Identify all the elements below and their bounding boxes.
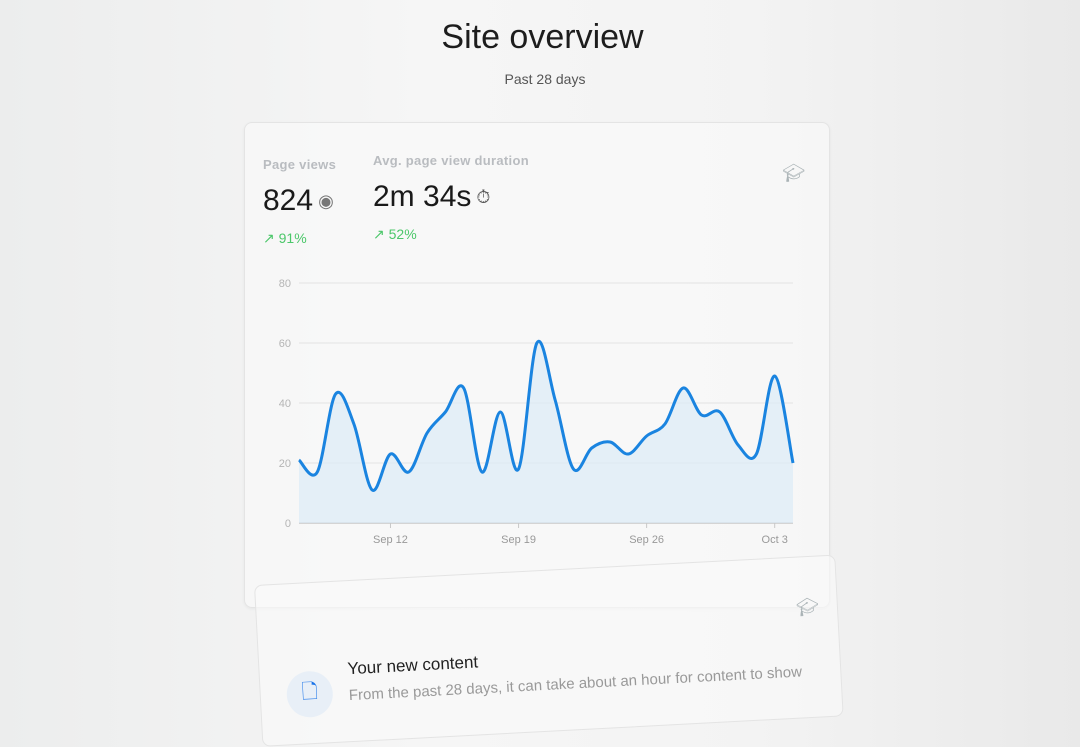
metric-label: Page views [263, 157, 336, 172]
series-area [299, 341, 793, 523]
metric-value: 2m 34s [373, 180, 471, 214]
y-tick-label: 40 [279, 398, 291, 410]
y-tick-label: 80 [279, 278, 291, 290]
document-icon: 🗋 [286, 670, 334, 718]
eye-icon: ◉ [318, 191, 334, 212]
y-tick-label: 60 [279, 338, 291, 350]
metric-page-views: Page views 824◉ ↗ 91% [263, 157, 336, 247]
metric-change: 91% [279, 230, 307, 246]
metric-avg-duration: Avg. page view duration 2m 34s⏱ ↗ 52% [373, 153, 529, 243]
stopwatch-icon: ⏱ [476, 187, 490, 208]
trend-up-icon: ↗ [263, 230, 279, 246]
x-tick-label: Sep 19 [501, 534, 536, 546]
page-subtitle: Past 28 days [0, 71, 1080, 87]
x-tick-label: Sep 12 [373, 534, 408, 546]
content-card-title: Your new content [347, 652, 479, 679]
metric-label: Avg. page view duration [373, 153, 529, 168]
graduation-cap-icon[interactable]: 🎓︎ [796, 596, 820, 618]
x-tick-label: Oct 3 [762, 534, 788, 546]
trend-up-icon: ↗ [373, 226, 389, 242]
metric-change: 52% [389, 226, 417, 242]
page-views-chart: 0 20 40 60 80 Sep 12 Sep 19 Sep 26 Oct 3 [245, 263, 829, 563]
graduation-cap-icon[interactable]: 🎓︎ [782, 163, 805, 184]
overview-card: Page views 824◉ ↗ 91% Avg. page view dur… [244, 122, 830, 608]
new-content-card: 🎓︎ 🗋 Your new content From the past 28 d… [254, 555, 844, 747]
y-tick-label: 0 [285, 518, 291, 530]
metric-value: 824 [263, 184, 313, 218]
page-title: Site overview [0, 18, 1080, 57]
x-tick-label: Sep 26 [629, 534, 664, 546]
y-tick-label: 20 [279, 458, 291, 470]
